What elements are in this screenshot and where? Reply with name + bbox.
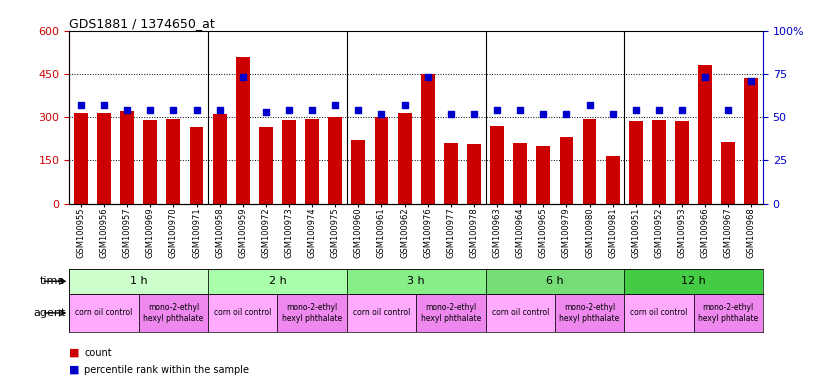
Bar [694, 294, 763, 332]
Bar [416, 294, 486, 332]
Text: ■: ■ [69, 365, 80, 375]
Text: 12 h: 12 h [681, 276, 706, 286]
Bar [629, 121, 643, 204]
Point [468, 111, 481, 117]
Bar [69, 294, 139, 332]
Point [74, 102, 87, 108]
Text: ■: ■ [69, 348, 80, 358]
Bar [624, 269, 763, 294]
Point [421, 74, 434, 81]
Point [444, 111, 457, 117]
Text: mono-2-ethyl
hexyl phthalate: mono-2-ethyl hexyl phthalate [144, 303, 203, 323]
Bar [213, 114, 227, 204]
Point [676, 107, 689, 113]
Text: mono-2-ethyl
hexyl phthalate: mono-2-ethyl hexyl phthalate [698, 303, 758, 323]
Bar [144, 120, 157, 204]
Point [537, 111, 550, 117]
Point [583, 102, 596, 108]
Text: mono-2-ethyl
hexyl phthalate: mono-2-ethyl hexyl phthalate [421, 303, 481, 323]
Point [282, 107, 295, 113]
Bar [513, 143, 527, 204]
Point [352, 107, 365, 113]
Text: 2 h: 2 h [268, 276, 286, 286]
Bar [397, 113, 411, 204]
Text: count: count [84, 348, 112, 358]
Text: corn oil control: corn oil control [491, 308, 549, 318]
Bar [166, 119, 180, 204]
Bar [347, 269, 486, 294]
Bar [97, 113, 111, 204]
Bar [347, 294, 416, 332]
Bar [421, 74, 435, 204]
Bar [605, 156, 619, 204]
Bar [208, 294, 277, 332]
Text: agent: agent [33, 308, 65, 318]
Bar [744, 78, 758, 204]
Text: 1 h: 1 h [130, 276, 148, 286]
Bar [236, 56, 250, 204]
Bar [74, 113, 88, 204]
Point [375, 111, 388, 117]
Text: corn oil control: corn oil control [353, 308, 410, 318]
Point [190, 107, 203, 113]
Bar [675, 121, 689, 204]
Text: corn oil control: corn oil control [630, 308, 688, 318]
Text: mono-2-ethyl
hexyl phthalate: mono-2-ethyl hexyl phthalate [282, 303, 342, 323]
Point [698, 74, 712, 81]
Bar [277, 294, 347, 332]
Text: corn oil control: corn oil control [75, 308, 133, 318]
Bar [536, 146, 550, 204]
Point [629, 107, 642, 113]
Point [213, 107, 226, 113]
Text: percentile rank within the sample: percentile rank within the sample [84, 365, 249, 375]
Text: mono-2-ethyl
hexyl phthalate: mono-2-ethyl hexyl phthalate [560, 303, 619, 323]
Bar [259, 127, 273, 204]
Point [98, 102, 111, 108]
Bar [352, 140, 366, 204]
Bar [555, 294, 624, 332]
Bar [560, 137, 574, 204]
Point [166, 107, 180, 113]
Point [259, 109, 273, 115]
Point [329, 102, 342, 108]
Bar [305, 119, 319, 204]
Bar [189, 127, 203, 204]
Bar [698, 65, 712, 204]
Bar [721, 142, 735, 204]
Bar [120, 111, 134, 204]
Point [305, 107, 318, 113]
Bar [208, 269, 347, 294]
Text: time: time [40, 276, 65, 286]
Text: 3 h: 3 h [407, 276, 425, 286]
Bar [328, 117, 342, 204]
Text: 6 h: 6 h [546, 276, 564, 286]
Bar [139, 294, 208, 332]
Bar [490, 126, 504, 204]
Point [652, 107, 665, 113]
Point [606, 111, 619, 117]
Bar [486, 294, 555, 332]
Point [144, 107, 157, 113]
Bar [282, 120, 296, 204]
Text: corn oil control: corn oil control [214, 308, 272, 318]
Point [490, 107, 503, 113]
Point [560, 111, 573, 117]
Bar [583, 119, 596, 204]
Point [237, 74, 250, 81]
Point [745, 78, 758, 84]
Bar [486, 269, 624, 294]
Text: GDS1881 / 1374650_at: GDS1881 / 1374650_at [69, 17, 215, 30]
Point [121, 107, 134, 113]
Bar [444, 143, 458, 204]
Point [398, 102, 411, 108]
Bar [375, 117, 388, 204]
Point [721, 107, 734, 113]
Point [514, 107, 527, 113]
Bar [467, 144, 481, 204]
Bar [624, 294, 694, 332]
Bar [69, 269, 208, 294]
Bar [652, 120, 666, 204]
